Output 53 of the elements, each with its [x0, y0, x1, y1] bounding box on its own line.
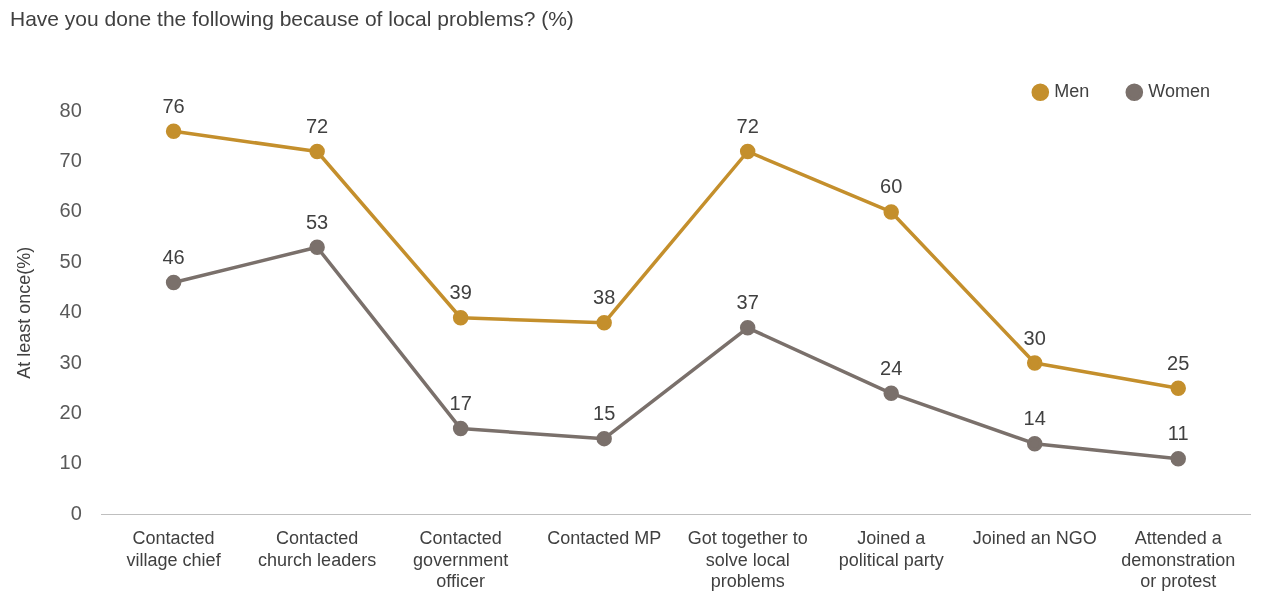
point: [739, 143, 756, 160]
point: [883, 385, 899, 402]
data-label: 72: [306, 115, 329, 138]
point: [739, 320, 756, 336]
data-label: 53: [306, 210, 329, 233]
point: [1170, 451, 1186, 467]
y-tick-label: 30: [59, 350, 82, 373]
y-tick-label: 80: [59, 98, 82, 121]
data-label: 72: [736, 115, 759, 138]
data-label: 60: [880, 175, 903, 198]
legend-label: Women: [1148, 81, 1211, 102]
data-label: 30: [1023, 326, 1046, 349]
point: [452, 309, 469, 326]
y-tick-label: 20: [59, 400, 82, 423]
y-tick-label: 50: [59, 249, 82, 272]
data-label: 46: [162, 245, 185, 268]
data-label: 11: [1167, 422, 1189, 445]
point: [309, 239, 325, 255]
point: [165, 274, 182, 291]
data-label: 24: [880, 356, 903, 379]
data-label: 14: [1023, 407, 1046, 430]
y-tick-label: 60: [59, 199, 82, 222]
data-label: 17: [449, 392, 472, 415]
x-tick-label: Joined a political party: [838, 527, 944, 570]
y-axis-title: At least once(%): [13, 246, 34, 379]
point: [596, 315, 612, 331]
point: [1170, 380, 1186, 397]
point: [1026, 355, 1043, 371]
data-label: 15: [593, 402, 616, 425]
x-tick-label: Contacted church leaders: [258, 527, 377, 570]
y-tick-label: 0: [70, 501, 82, 524]
x-tick-label: Attended a demonstration or protest: [1121, 527, 1236, 592]
point: [452, 420, 469, 437]
x-tick-label: Got together to solve local problems: [687, 527, 808, 592]
y-tick-label: 10: [59, 451, 82, 474]
x-tick-label: Joined an NGO: [972, 527, 1097, 548]
data-label: 37: [736, 291, 759, 314]
x-tick-label: Contacted village chief: [126, 527, 222, 570]
y-tick-label: 40: [59, 300, 82, 323]
data-label: 25: [1167, 351, 1190, 374]
x-tick-label: Contacted MP: [547, 527, 662, 548]
legend-label: Men: [1054, 81, 1090, 102]
point: [1026, 435, 1043, 452]
y-tick-label: 70: [59, 149, 82, 172]
data-label: 39: [449, 281, 472, 304]
point: [165, 123, 182, 140]
point: [309, 143, 325, 160]
data-label: 38: [593, 286, 616, 309]
point: [883, 204, 899, 220]
data-label: 76: [162, 94, 185, 117]
x-tick-label: Contacted government officer: [413, 527, 509, 592]
chart-title: Have you done the following because of local problems? (%): [10, 7, 574, 31]
point: [596, 430, 612, 447]
